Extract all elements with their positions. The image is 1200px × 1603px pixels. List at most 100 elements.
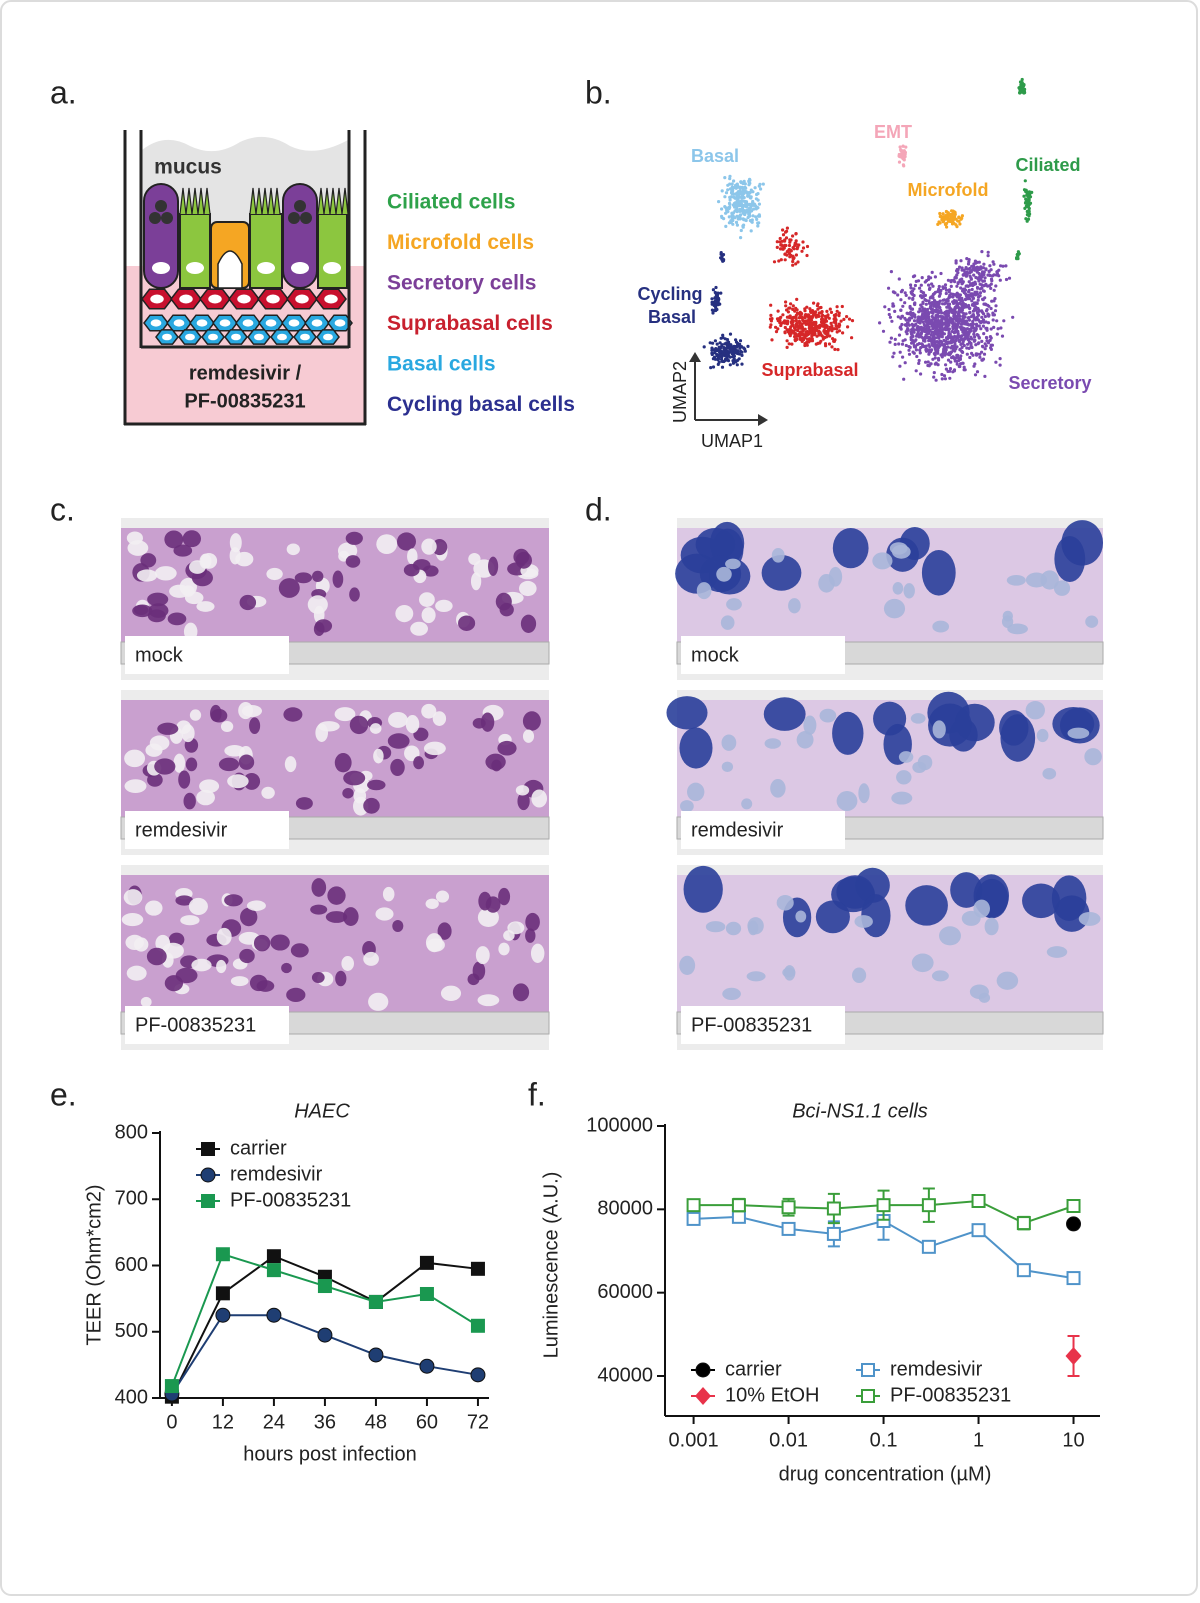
label-box: [125, 1006, 289, 1044]
nucleus: [186, 262, 204, 274]
y-tick-label: 700: [115, 1188, 148, 1210]
umap-cluster: [878, 250, 1015, 382]
cell-nucleus: [683, 865, 723, 913]
nucleus: [237, 294, 251, 304]
umap-point: [991, 260, 995, 264]
umap-point: [837, 314, 841, 318]
umap-point: [738, 185, 742, 189]
umap-point: [810, 315, 814, 320]
cell-nucleus: [795, 910, 807, 923]
umap-point: [898, 364, 902, 368]
umap-point: [907, 312, 911, 316]
umap-point: [714, 285, 718, 290]
data-point: [368, 1347, 384, 1363]
umap-point: [783, 331, 787, 335]
cell-nucleus: [515, 785, 530, 796]
umap-point: [960, 322, 965, 326]
umap-point: [963, 288, 968, 292]
umap-point: [734, 340, 739, 344]
umap-point: [730, 182, 734, 186]
umap-point: [933, 356, 937, 360]
secretory-cell: [143, 183, 179, 289]
umap-point: [1024, 188, 1028, 192]
cell-nucleus: [180, 915, 200, 926]
umap-point: [937, 358, 941, 362]
cell-nucleus: [311, 570, 324, 583]
x-tick-label: 36: [314, 1411, 336, 1433]
umap-point: [903, 301, 907, 305]
umap-point: [915, 343, 920, 347]
umap-point: [916, 318, 920, 322]
umap-point: [952, 312, 956, 317]
umap-point: [785, 226, 790, 230]
umap-point: [983, 314, 988, 319]
umap-point: [710, 297, 714, 301]
umap-point: [710, 308, 715, 312]
umap-point: [794, 319, 799, 323]
umap-point: [788, 334, 792, 338]
cell-nucleus: [891, 544, 911, 559]
data-point: [921, 1239, 936, 1254]
umap-point: [779, 258, 783, 262]
umap-point: [791, 304, 795, 308]
umap-point: [948, 376, 952, 380]
nucleus: [208, 333, 218, 341]
nucleus: [196, 319, 208, 327]
legend-label: carrier: [230, 1137, 287, 1159]
umap-point: [939, 288, 943, 293]
umap-point: [948, 308, 953, 312]
umap-point: [750, 220, 754, 224]
umap-point: [756, 224, 760, 228]
umap-point: [796, 311, 800, 315]
umap-point: [718, 353, 722, 357]
umap-point: [994, 360, 998, 364]
legend-marker: [861, 1389, 875, 1403]
umap-cluster: [897, 144, 908, 168]
cell-nucleus: [512, 983, 530, 1002]
umap-point: [784, 300, 788, 304]
umap-point: [813, 321, 817, 325]
umap-point: [971, 322, 976, 326]
umap-point: [975, 333, 979, 337]
umap-point: [973, 293, 977, 297]
umap-point: [967, 318, 972, 322]
cell-nucleus: [716, 566, 732, 582]
umap-point: [965, 352, 969, 356]
umap-point: [957, 215, 961, 219]
umap-point: [796, 260, 800, 264]
umap-point: [929, 362, 933, 366]
umap-point: [720, 365, 725, 369]
umap-point: [936, 222, 940, 226]
umap-x-label: UMAP1: [701, 431, 763, 451]
cell-nucleus: [832, 527, 869, 569]
umap-point: [986, 250, 990, 254]
legend-marker: [200, 1167, 216, 1183]
umap-point: [810, 334, 814, 338]
umap-point: [847, 317, 852, 321]
umap-point: [984, 320, 988, 324]
umap-point: [954, 261, 958, 265]
umap-point: [720, 189, 724, 193]
x-axis-label: hours post infection: [243, 1443, 416, 1465]
umap-point: [899, 325, 903, 329]
umap-point: [728, 205, 732, 209]
cell-nucleus: [332, 570, 344, 588]
umap-point: [710, 348, 714, 352]
cell-nucleus: [373, 748, 384, 764]
umap-point: [971, 319, 975, 324]
umap-point: [998, 357, 1002, 361]
umap-point: [803, 307, 807, 311]
umap-point: [719, 256, 723, 260]
umap-point: [840, 304, 844, 309]
schematic: mucus remdesivir / PF-00835231: [123, 130, 367, 426]
umap-point: [917, 361, 921, 365]
umap-point: [956, 281, 960, 285]
umap-point: [835, 327, 839, 331]
panel-label: a.: [50, 74, 77, 110]
umap-point: [800, 339, 804, 343]
umap-point: [881, 329, 886, 333]
data-point: [368, 1294, 383, 1309]
umap-point: [963, 303, 968, 307]
cell-nucleus: [898, 751, 914, 763]
umap-point: [795, 334, 799, 338]
